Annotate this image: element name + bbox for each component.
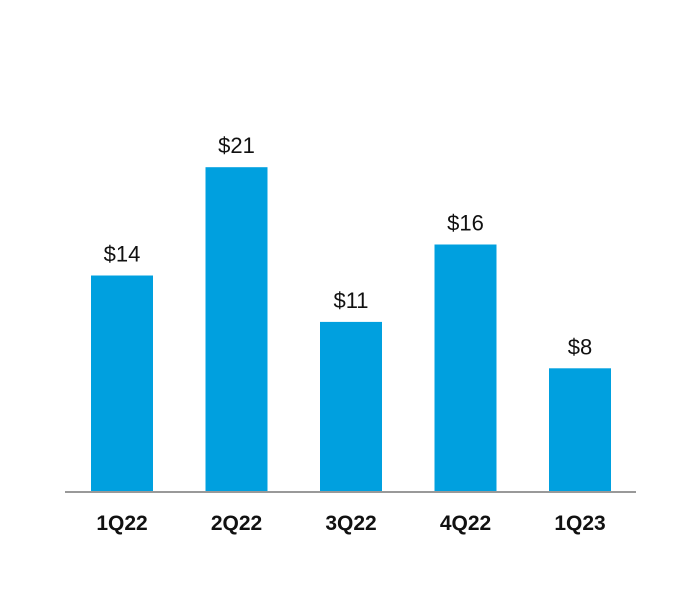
bar-4Q22 xyxy=(434,244,497,492)
bar-3Q22 xyxy=(320,321,382,492)
bar-2Q22 xyxy=(205,167,268,492)
value-labels-layer: $14 $21 $11 $16 $8 xyxy=(104,133,593,359)
bar-1Q22 xyxy=(91,275,153,492)
value-label-1Q22: $14 xyxy=(104,242,141,267)
value-label-2Q22: $21 xyxy=(218,133,255,158)
category-labels-layer: 1Q22 2Q22 3Q22 4Q22 1Q23 xyxy=(96,512,605,535)
category-label-1Q22: 1Q22 xyxy=(96,512,147,535)
bar-1Q23 xyxy=(549,368,611,492)
category-label-2Q22: 2Q22 xyxy=(211,512,262,535)
category-label-1Q23: 1Q23 xyxy=(554,512,605,535)
bars-layer xyxy=(91,167,611,492)
category-label-4Q22: 4Q22 xyxy=(440,512,491,535)
value-label-1Q23: $8 xyxy=(568,334,592,359)
value-label-3Q22: $11 xyxy=(333,288,368,313)
value-label-4Q22: $16 xyxy=(447,211,484,236)
category-label-3Q22: 3Q22 xyxy=(325,512,376,535)
